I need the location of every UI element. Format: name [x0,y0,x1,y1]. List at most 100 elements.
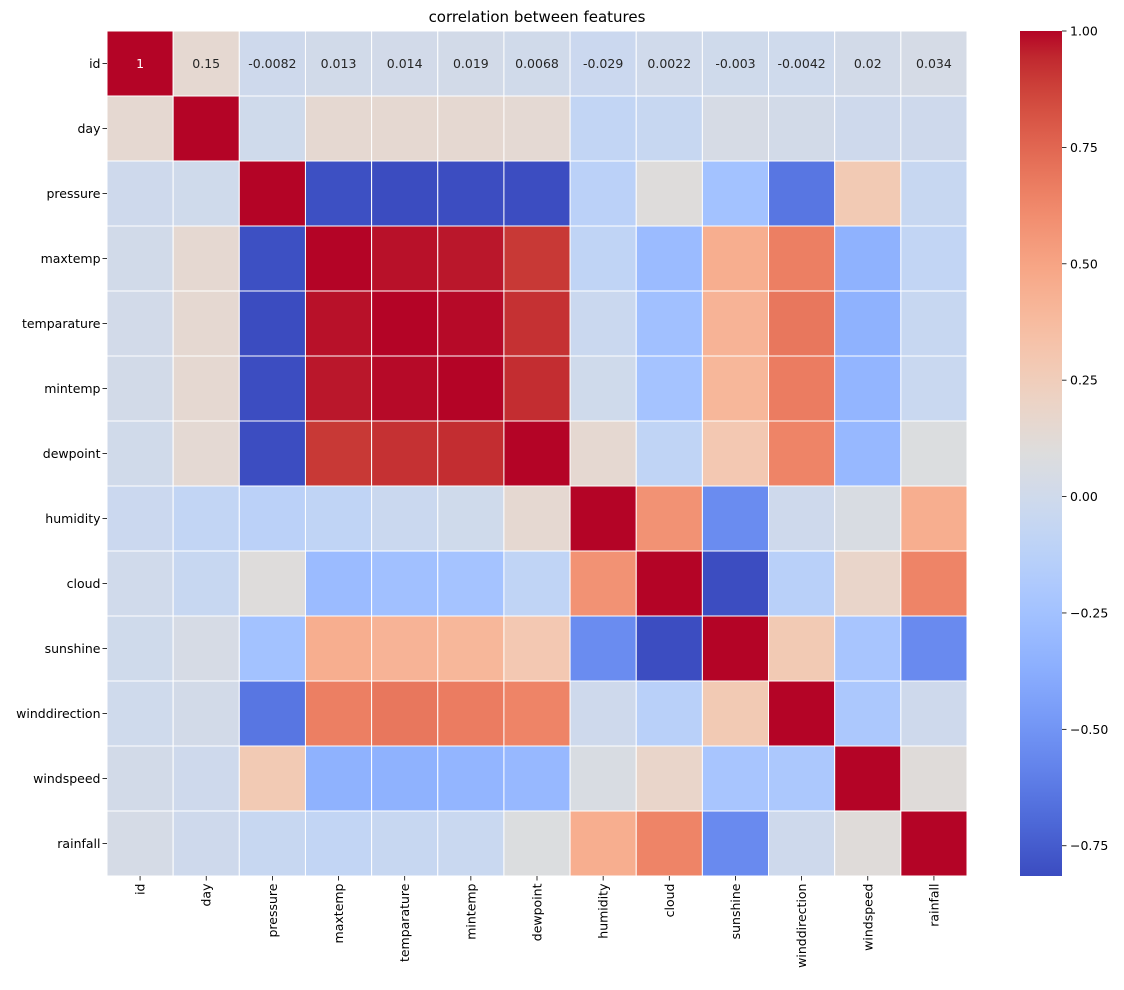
heatmap-cell [834,485,902,552]
heatmap-cell [106,550,174,617]
heatmap-cell [569,160,637,227]
heatmap-cell [172,745,240,812]
colorbar-tick-label: 0.50 [1070,256,1098,271]
x-tick-label: day [199,883,214,907]
heatmap-cell [635,160,703,227]
heatmap-cell [900,810,968,877]
heatmap-cell [569,355,637,422]
heatmap-cell [503,225,571,292]
heatmap-cell [304,30,373,97]
heatmap-cell [503,810,571,877]
heatmap-cell [701,485,770,552]
heatmap-cell [569,745,637,812]
heatmap-cell [569,420,637,487]
heatmap-cell [437,420,505,487]
y-tick-label: mintemp [44,381,100,396]
y-tick-label: temparature [22,316,101,331]
heatmap-cell [106,420,174,487]
heatmap-cell [437,550,505,617]
heatmap-cell [238,680,306,747]
x-tick-label: rainfall [926,884,941,927]
heatmap-cell [437,485,505,552]
x-tick-label: maxtemp [331,883,346,943]
heatmap-cell [701,550,770,617]
colorbar-tick-label: −0.50 [1070,722,1108,737]
heatmap-cell [900,290,968,357]
heatmap-cell [304,680,373,747]
heatmap-cell [900,160,968,227]
heatmap-cell [834,160,902,227]
y-tick-label: id [89,56,100,71]
heatmap-cell [238,745,306,812]
x-tick-label: dewpoint [530,883,545,941]
heatmap-cell [238,420,306,487]
heatmap-cell [768,290,836,357]
heatmap-cell [172,30,240,97]
heatmap-cell [437,225,505,292]
heatmap-cell [238,485,306,552]
heatmap-cell [635,615,703,682]
y-tick-label: windspeed [33,771,100,786]
heatmap-cell [635,485,703,552]
heatmap-cell [569,95,637,162]
heatmap-cell [900,225,968,292]
cell-annotation: 1 [136,56,144,71]
y-tick-label: rainfall [57,836,100,851]
heatmap-cell [569,225,637,292]
heatmap-cell [172,290,240,357]
heatmap-cell [701,745,770,812]
heatmap-cell [834,355,902,422]
x-tick-label: humidity [596,883,611,939]
cell-annotation: -0.029 [583,56,623,71]
heatmap-cell [834,745,902,812]
heatmap-cell [900,485,968,552]
heatmap-cell [371,550,439,617]
heatmap-cell [900,745,968,812]
heatmap-cell [900,680,968,747]
heatmap-cell [304,745,373,812]
y-axis-tick-labels: id day pressure maxtemp temparature mintemp de… [16,56,107,851]
heatmap-cell [768,550,836,617]
heatmap-cell [900,550,968,617]
cell-annotation: -0.0042 [777,56,825,71]
heatmap-cell [900,615,968,682]
heatmap-cell [900,95,968,162]
heatmap-cell [172,550,240,617]
heatmap-cell [437,615,505,682]
heatmap-cell [106,810,174,877]
x-tick-label: pressure [265,883,280,937]
heatmap-cell [635,680,703,747]
chart-title: correlation between features [429,8,646,26]
heatmap-cell [635,420,703,487]
heatmap-cell [437,160,505,227]
x-axis-tick-labels: id day pressure maxtemp temparature mintemp de… [133,876,941,968]
heatmap-cell [503,290,571,357]
heatmap-cell [106,30,174,97]
heatmap-cell [701,680,770,747]
heatmap-cell [503,680,571,747]
heatmap-cell [106,485,174,552]
heatmap-cell [768,160,836,227]
heatmap-cell [172,615,240,682]
heatmap-cell [701,615,770,682]
heatmap-cell [172,225,240,292]
heatmap-cell [437,355,505,422]
heatmap-cell [900,420,968,487]
heatmap-cell [768,225,836,292]
heatmap-cell [834,290,902,357]
heatmap-cell [701,95,770,162]
heatmap-cell [834,225,902,292]
heatmap-cell [635,355,703,422]
heatmap-cell [172,160,240,227]
heatmap-cell [106,225,174,292]
heatmap-cell [569,290,637,357]
heatmap-cell [701,290,770,357]
y-tick-label: cloud [67,576,101,591]
cell-annotation: 0.0068 [515,56,559,71]
heatmap-cell [834,95,902,162]
heatmap-cell [304,420,373,487]
heatmap-cell [106,355,174,422]
cell-annotation: 0.014 [387,56,423,71]
cell-annotation: 0.013 [321,56,357,71]
